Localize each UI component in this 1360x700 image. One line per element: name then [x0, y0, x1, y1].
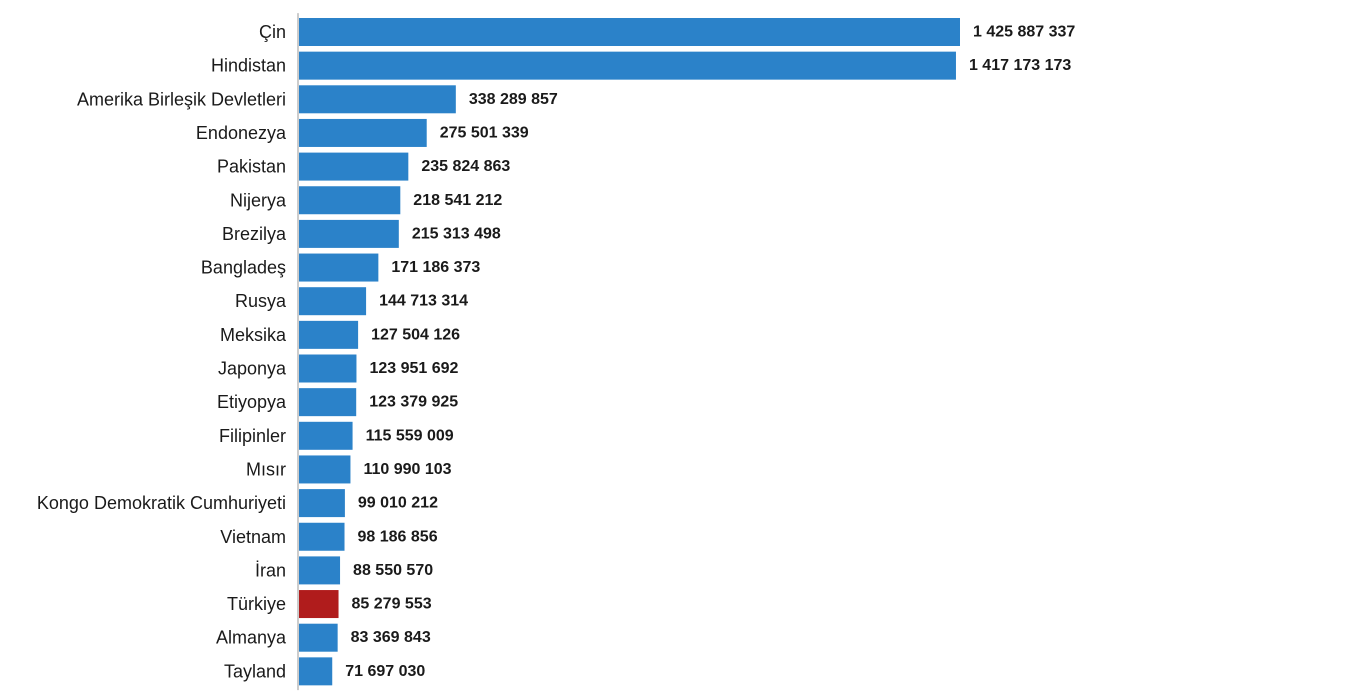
bar-pakistan [299, 152, 409, 181]
bars-group [299, 18, 960, 686]
value-label-kongo-demokratik-cumhuriyeti: 99 010 212 [358, 495, 438, 512]
category-label-cin: Çin [259, 22, 286, 42]
category-labels-group: Çin Hindistan Amerika Birleşik Devletleri E… [37, 22, 287, 681]
value-label-tayland: 71 697 030 [345, 663, 425, 680]
category-label-brezilya: Brezilya [222, 224, 287, 244]
value-label-hindistan: 1 417 173 173 [969, 57, 1071, 74]
category-label-filipinler: Filipinler [219, 426, 286, 446]
bar-meksika [299, 320, 359, 349]
bar-etiyopya [299, 388, 357, 417]
value-label-etiyopya: 123 379 925 [369, 394, 458, 411]
category-label-vietnam: Vietnam [220, 527, 286, 547]
category-label-almanya: Almanya [216, 628, 287, 648]
value-label-brezilya: 215 313 498 [412, 225, 501, 242]
category-label-endonezya: Endonezya [196, 123, 287, 143]
bar-filipinler [299, 421, 353, 450]
bar-endonezya [299, 118, 427, 147]
category-label-turkiye: Türkiye [227, 594, 286, 614]
value-label-vietnam: 98 186 856 [358, 528, 438, 545]
value-label-pakistan: 235 824 863 [421, 158, 510, 175]
value-label-nijerya: 218 541 212 [413, 192, 502, 209]
bar-kongo-demokratik-cumhuriyeti [299, 489, 345, 518]
category-label-hindistan: Hindistan [211, 56, 286, 76]
category-label-meksika: Meksika [220, 325, 287, 345]
value-label-japonya: 123 951 692 [369, 360, 458, 377]
category-label-misir: Mısır [246, 459, 286, 479]
bar-vietnam [299, 522, 345, 551]
value-label-turkiye: 85 279 553 [352, 596, 432, 613]
value-label-amerika-birlesik-devletleri: 338 289 857 [469, 91, 558, 108]
bar-tayland [299, 657, 333, 686]
category-label-japonya: Japonya [218, 359, 287, 379]
bar-misir [299, 455, 351, 484]
category-label-kongo-demokratik-cumhuriyeti: Kongo Demokratik Cumhuriyeti [37, 493, 286, 513]
value-label-filipinler: 115 559 009 [366, 427, 454, 444]
category-label-pakistan: Pakistan [217, 157, 286, 177]
bar-brezilya [299, 219, 399, 248]
bar-hindistan [299, 51, 956, 80]
value-label-almanya: 83 369 843 [351, 629, 431, 646]
category-label-iran: İran [255, 560, 286, 580]
bar-turkiye [299, 590, 339, 619]
bar-almanya [299, 623, 338, 652]
value-label-cin: 1 425 887 337 [973, 24, 1075, 41]
category-label-amerika-birlesik-devletleri: Amerika Birleşik Devletleri [77, 89, 286, 109]
bar-banglades [299, 253, 379, 282]
value-label-iran: 88 550 570 [353, 562, 433, 579]
value-label-rusya: 144 713 314 [379, 293, 468, 310]
bar-nijerya [299, 186, 401, 215]
bar-iran [299, 556, 341, 585]
value-label-misir: 110 990 103 [363, 461, 451, 478]
category-label-banglades: Bangladeş [201, 258, 286, 278]
category-label-tayland: Tayland [224, 661, 286, 681]
bar-amerika-birlesik-devletleri [299, 85, 456, 114]
value-label-banglades: 171 186 373 [391, 259, 480, 276]
category-label-etiyopya: Etiyopya [217, 392, 287, 412]
category-label-rusya: Rusya [235, 291, 287, 311]
value-label-endonezya: 275 501 339 [440, 124, 529, 141]
bar-rusya [299, 287, 367, 316]
category-label-nijerya: Nijerya [230, 190, 287, 210]
value-labels-group: 1 425 887 337 1 417 173 173 338 289 857 275… [345, 24, 1075, 680]
bar-cin [299, 18, 960, 46]
bar-japonya [299, 354, 357, 383]
value-label-meksika: 127 504 126 [371, 326, 460, 343]
